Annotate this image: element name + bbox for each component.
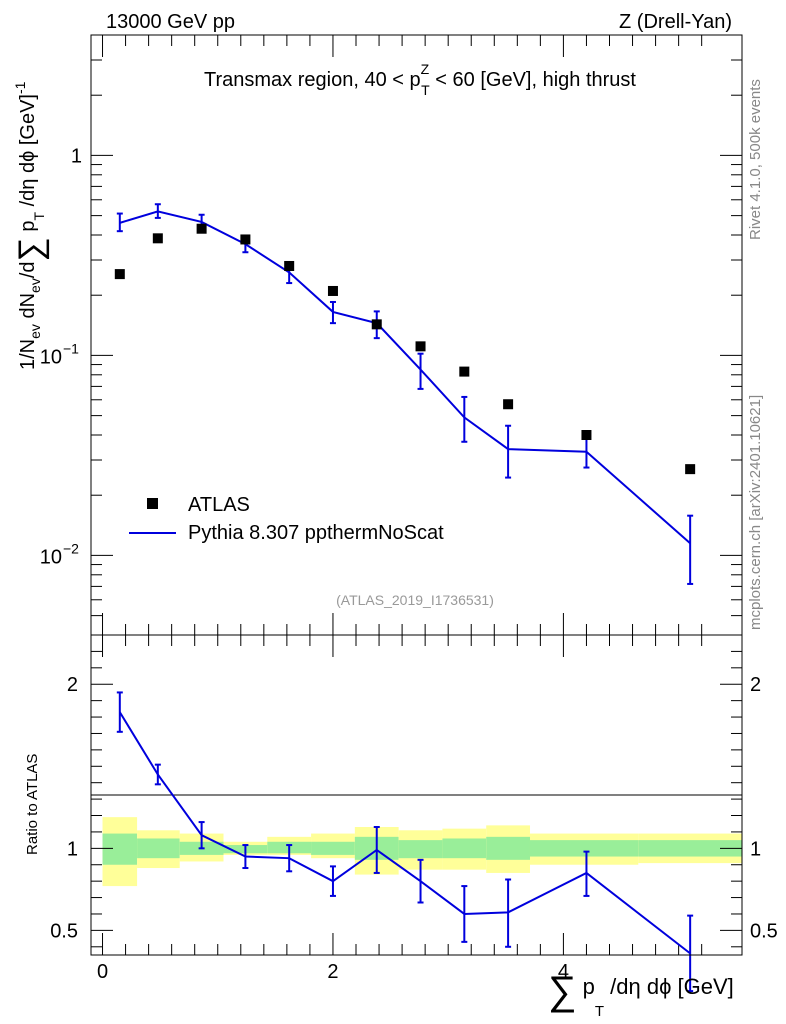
ratio-y-tick-label-right: 0.5 — [750, 920, 778, 942]
atlas-point — [581, 430, 592, 440]
atlas-point — [152, 233, 163, 244]
ratio-x-tick-label: 4 — [558, 961, 569, 983]
y-tick-label: 1 — [71, 145, 82, 167]
y-tick-label: 10 — [40, 346, 62, 368]
atlas-point — [503, 399, 514, 410]
ratio-y-tick-label: 0.5 — [50, 920, 78, 942]
atlas-point — [196, 223, 207, 234]
green-band — [311, 841, 355, 855]
ratio-frame — [90, 634, 743, 956]
y-tick-exponent: −2 — [63, 540, 79, 556]
ratio-x-tick-label: 2 — [327, 961, 338, 983]
ratio-x-tick-label: 0 — [97, 961, 108, 983]
y-tick-exponent: −1 — [63, 340, 79, 356]
ratio-axis-ticks: 0.5 0.5 1 1 2 2 0 2 4 — [50, 634, 778, 983]
ratio-panel: 0.5 0.5 1 1 2 2 0 2 4 Ratio to ATLAS ∑ pT /dη dϕ… — [24, 634, 778, 1020]
ratio-y-tick-label: 1 — [67, 838, 78, 860]
green-band — [638, 840, 742, 857]
ratio-mc-series — [116, 691, 694, 993]
green-band — [486, 836, 530, 860]
ratio-ylabel: Ratio to ATLAS — [24, 754, 41, 855]
atlas-point — [327, 285, 338, 296]
ratio-y-tick-label-right: 1 — [750, 838, 761, 860]
analysis-watermark: (ATLAS_2019_I1736531) — [336, 592, 494, 608]
ratio-y-tick-label-right: 2 — [750, 674, 761, 696]
mc-line — [119, 210, 691, 545]
green-band — [529, 840, 639, 857]
main-axis-ticks: 110−110−2 — [40, 34, 742, 636]
green-band — [137, 838, 180, 859]
legend-atlas-marker — [147, 498, 158, 509]
green-band — [442, 838, 487, 859]
header-right: Z (Drell-Yan) — [619, 11, 732, 33]
main-ylabel: 1/Nev dNev/d∑ pT /dη dϕ [GeV]-1 — [12, 81, 50, 370]
ratio-xlabel: ∑ pT /dη dϕ [GeV] — [548, 969, 734, 1020]
green-band — [102, 833, 138, 865]
atlas-point — [114, 269, 125, 280]
ratio-y-tick-label: 2 — [67, 674, 78, 696]
main-title: Transmax region, 40 < pZ T < 60 [GeV], hi… — [204, 61, 636, 98]
atlas-point — [685, 464, 696, 475]
legend-mc-label: Pythia 8.307 ppthermNoScat — [188, 522, 444, 544]
main-frame — [90, 34, 743, 636]
atlas-point — [240, 234, 251, 245]
atlas-series — [114, 223, 696, 475]
header-left: 13000 GeV pp — [106, 11, 235, 33]
main-panel: 110−110−2 Transmax region, 40 < pZ T < 60… — [12, 34, 743, 636]
green-band — [398, 840, 443, 859]
rivet-label: Rivet 4.1.0, 500k events — [747, 79, 764, 240]
atlas-point — [415, 341, 426, 352]
ratio-uncertainty-bands — [102, 817, 742, 887]
atlas-point — [459, 366, 470, 377]
ratio-mc-line — [118, 711, 691, 955]
mcplots-label: mcplots.cern.ch [arXiv:2401.10621] — [747, 395, 764, 630]
atlas-point — [371, 319, 382, 330]
atlas-point — [284, 260, 295, 271]
y-tick-label: 10 — [40, 546, 62, 568]
legend-atlas-label: ATLAS — [188, 494, 250, 516]
